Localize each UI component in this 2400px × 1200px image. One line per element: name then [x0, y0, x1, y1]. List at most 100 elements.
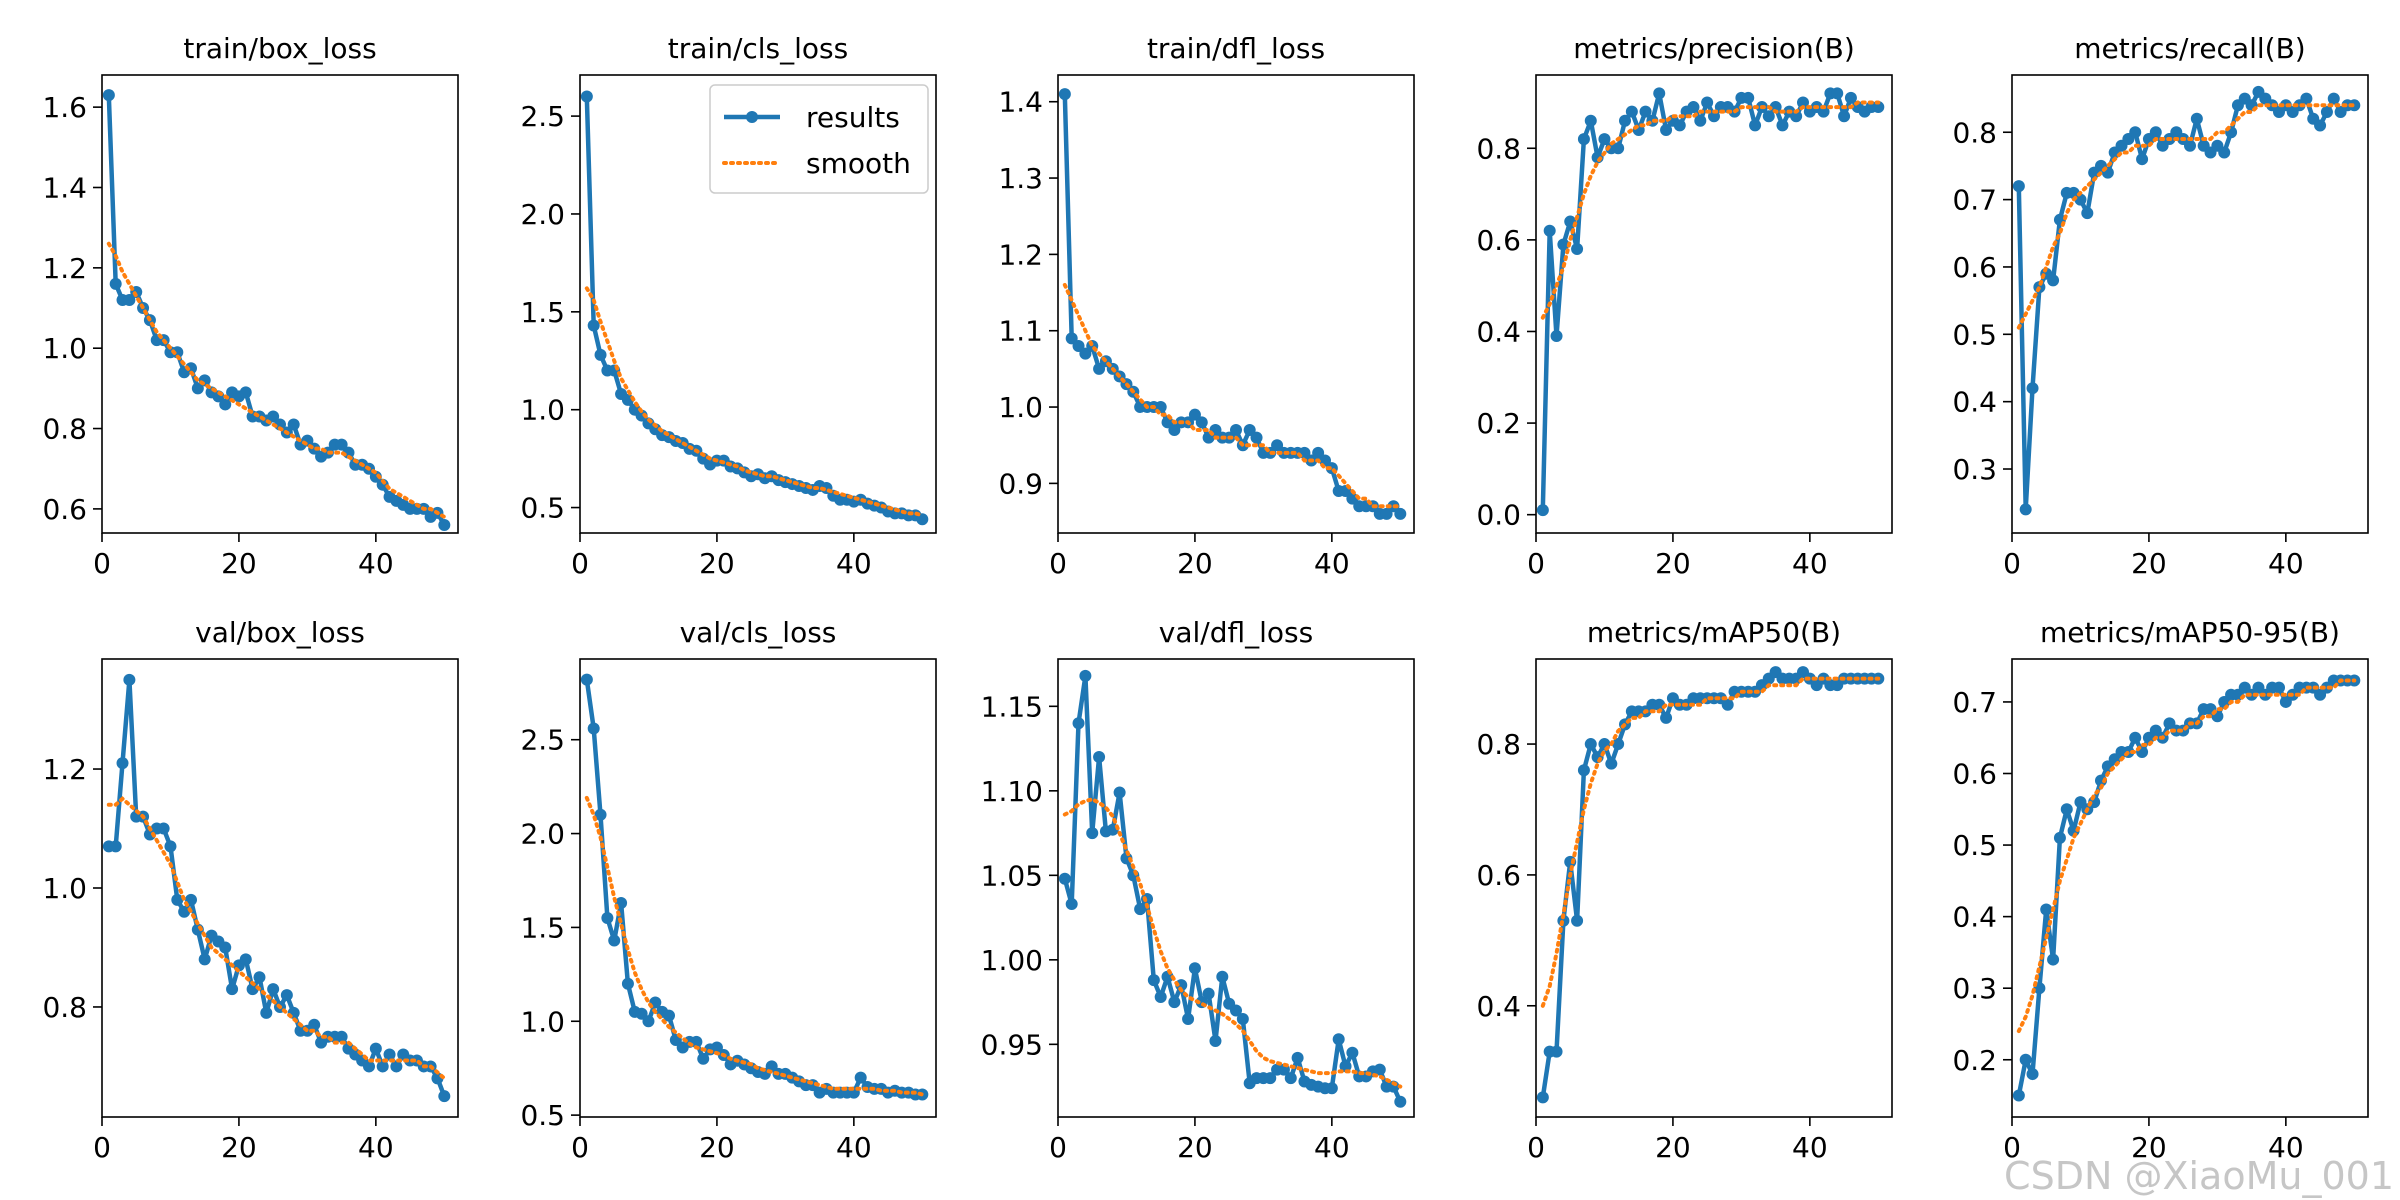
- x-tick-label: 0: [2003, 547, 2021, 580]
- smooth-line: [584, 286, 925, 518]
- results-point: [2040, 903, 2053, 916]
- results-point: [246, 983, 259, 996]
- x-tick-label: 0: [571, 1131, 589, 1164]
- results-point: [2149, 126, 2162, 139]
- results-point: [1797, 96, 1809, 109]
- y-tick-label: 0.5: [520, 492, 565, 525]
- results-point: [239, 953, 252, 966]
- chart-title: val/box_loss: [195, 616, 365, 649]
- results-point: [198, 953, 211, 966]
- y-tick-label: 0.4: [1476, 315, 1521, 348]
- x-tick-label: 40: [358, 1131, 394, 1164]
- results-point: [2060, 803, 2073, 816]
- y-tick-label: 0.7: [1952, 686, 1997, 719]
- plot-frame: [101, 74, 459, 534]
- results-point: [594, 348, 607, 361]
- x-tick-label: 20: [221, 1131, 257, 1164]
- legend: [709, 84, 929, 194]
- smooth-line: [1540, 100, 1881, 320]
- results-point: [109, 277, 122, 290]
- results-point: [438, 518, 451, 531]
- results-point: [1625, 105, 1638, 118]
- y-tick-label: 0.4: [1952, 901, 1997, 934]
- results-point: [390, 1060, 403, 1073]
- results-point: [1571, 243, 1584, 256]
- x-tick-label: 0: [1527, 1131, 1545, 1164]
- results-point: [1168, 996, 1181, 1009]
- smooth-line: [1062, 797, 1403, 1089]
- results-point: [1831, 87, 1844, 100]
- x-tick-label: 20: [699, 547, 735, 580]
- results-point: [2074, 193, 2087, 206]
- chart-title: val/cls_loss: [680, 616, 837, 649]
- x-tick-label: 0: [2003, 1131, 2021, 1164]
- results-point: [1250, 431, 1263, 444]
- y-tick-label: 0.6: [1952, 251, 1997, 284]
- x-tick-label: 0: [1049, 547, 1067, 580]
- results-point: [219, 941, 232, 954]
- results-point: [280, 989, 293, 1002]
- x-tick-label: 40: [1792, 547, 1828, 580]
- results-point: [1577, 764, 1590, 777]
- results-point: [219, 398, 232, 411]
- results-point: [1584, 114, 1597, 127]
- results-point: [1673, 119, 1686, 132]
- results-point: [369, 1042, 382, 1055]
- y-tick-label: 0.4: [1476, 990, 1521, 1023]
- results-point: [1182, 1012, 1195, 1025]
- results-line: [106, 95, 447, 527]
- results-point: [308, 1018, 321, 1031]
- smooth-line: [2016, 678, 2357, 1034]
- plot-frame: [1535, 74, 1893, 534]
- results-point: [1093, 751, 1106, 764]
- results-point: [587, 319, 600, 332]
- results-line: [2016, 678, 2355, 1096]
- y-tick-label: 0.95: [981, 1028, 1043, 1061]
- y-tick-label: 0.6: [1952, 758, 1997, 791]
- results-point: [916, 513, 929, 526]
- results-point: [1776, 119, 1789, 132]
- results-point: [157, 822, 170, 835]
- y-tick-label: 1.2: [998, 238, 1043, 271]
- results-point: [697, 1052, 710, 1065]
- results-point: [109, 840, 122, 853]
- results-point: [2012, 1089, 2025, 1102]
- results-point: [601, 912, 614, 925]
- results-line: [108, 677, 447, 1097]
- results-point: [1346, 1046, 1359, 1059]
- results-point: [2190, 112, 2203, 125]
- x-tick-label: 0: [1527, 547, 1545, 580]
- y-tick-label: 1.5: [520, 911, 565, 944]
- smooth-line: [1540, 676, 1881, 1008]
- y-tick-label: 2.0: [520, 198, 565, 231]
- results-point: [2184, 139, 2196, 152]
- x-tick-label: 40: [836, 1131, 872, 1164]
- y-tick-label: 0.8: [1952, 116, 1997, 149]
- results-point: [1660, 711, 1673, 724]
- results-point: [164, 840, 177, 853]
- results-point: [1325, 1082, 1338, 1095]
- x-tick-label: 20: [1655, 1131, 1691, 1164]
- results-point: [1209, 1034, 1222, 1047]
- results-point: [1721, 698, 1734, 711]
- legend-results-marker: [746, 111, 758, 123]
- results-point: [663, 1009, 675, 1022]
- results-point: [1639, 105, 1652, 118]
- chart-panel-2: train/cls_loss 0 20 40 0.5 1.0 1.5 2.0 2.5 result…: [520, 32, 937, 580]
- results-point: [1291, 1051, 1304, 1064]
- y-tick-label: 0.3: [1952, 972, 1997, 1005]
- x-tick-label: 0: [93, 1131, 111, 1164]
- results-point: [1605, 757, 1618, 770]
- y-tick-label: 2.0: [520, 818, 565, 851]
- y-tick-label: 0.8: [42, 413, 87, 446]
- results-point: [1838, 110, 1851, 123]
- results-point: [1065, 332, 1078, 345]
- smooth-line: [106, 241, 447, 519]
- y-tick-label: 1.5: [520, 296, 565, 329]
- results-point: [580, 90, 593, 103]
- y-tick-label: 1.0: [998, 391, 1043, 424]
- results-line: [2016, 89, 2355, 512]
- results-point: [587, 722, 600, 735]
- results-point: [2019, 1053, 2032, 1066]
- results-point: [1612, 738, 1625, 751]
